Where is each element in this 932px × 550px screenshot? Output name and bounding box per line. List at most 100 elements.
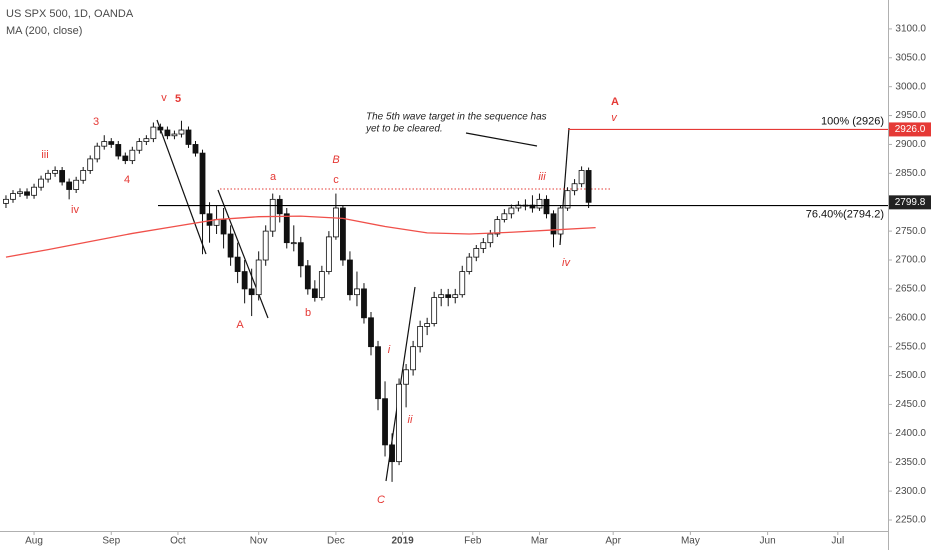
wave-label: C [377,494,385,506]
trend-line [156,119,207,255]
candle-body [431,297,438,324]
x-tick-label: Feb [464,536,482,547]
candle-body [347,259,353,296]
candle-body [368,317,374,348]
candle-body [52,170,59,174]
fib-level-label: 100% (2926) [821,115,884,127]
candle-body [283,213,290,244]
candle-body [66,181,73,190]
candle-body [480,242,487,249]
wave-label: i [388,344,391,356]
price-tag [889,122,931,137]
candle-body [354,288,360,296]
candle-body [361,288,367,319]
candle-body [108,141,115,145]
wave-label: 3 [93,116,99,128]
candle-body [290,242,297,245]
annotation: yet to be cleared. [365,124,443,135]
candle-body [164,129,171,137]
price-tag-label: 2926.0 [895,124,926,135]
y-tick-label: 2700.0 [895,255,926,266]
candle-body [304,265,311,290]
candle-body [424,323,431,327]
candle-body [38,178,44,188]
candle-body [501,213,508,220]
candle-body [585,170,592,203]
candle-body [459,271,466,296]
candle-body [410,346,417,371]
candle-body [143,138,150,142]
chart-title: US SPX 500, 1D, OANDA [6,8,134,20]
candle-body [508,207,515,215]
candle-body [185,129,192,145]
y-tick-label: 2950.0 [895,110,926,121]
candle-body [178,129,185,135]
wave-label: b [305,307,311,319]
candle-body [318,271,325,298]
x-tick-label: Jun [760,536,776,547]
annotation: The 5th wave target in the sequence has [366,112,547,123]
candle-body [487,233,494,244]
candle-body [136,141,143,151]
candle-body [557,207,564,235]
candle-body [31,186,37,196]
candle-body [157,126,164,131]
y-tick-label: 2900.0 [895,139,926,150]
candle-body [403,369,409,385]
candle-body [375,346,381,400]
candle-body [564,190,571,209]
wave-label: A [611,96,619,108]
candle-body [438,294,445,298]
candle-body [396,383,402,463]
candle-body [115,144,122,157]
candle-body [248,288,255,296]
x-tick-label: May [681,536,700,547]
candle-body [255,259,262,296]
candle-body [332,207,339,238]
y-tick-label: 2850.0 [895,168,926,179]
x-tick-label: Apr [605,536,621,547]
x-tick-label: 2019 [391,536,414,547]
candle-body [262,230,269,261]
y-tick-label: 2300.0 [895,486,926,497]
wave-label: iii [538,171,546,183]
candle-body [466,256,473,272]
wave-label: iv [562,257,571,269]
wave-label: iii [41,149,48,161]
candle-body [417,326,424,348]
candle-body [325,236,332,272]
candle-body [578,170,585,185]
candle-body [311,288,318,298]
candle-body [543,198,550,215]
y-tick-label: 2400.0 [895,428,926,439]
candle-body [10,193,16,200]
candle-body [129,149,136,162]
y-tick-label: 3100.0 [895,24,926,35]
wave-label: 5 [175,93,181,105]
candle-body [94,145,101,160]
candle-body [17,191,23,194]
candle-body [80,170,87,181]
last-price-tag [889,195,931,210]
y-tick-label: 2450.0 [895,399,926,410]
wave-label: A [236,319,244,331]
wave-label: 4 [124,174,130,186]
wave-label: a [270,171,277,183]
candle-body [234,256,241,272]
y-tick-label: 3000.0 [895,81,926,92]
x-tick-label: Sep [102,536,120,547]
trend-line [217,189,269,319]
candle-body [571,183,578,192]
candle-body [171,133,178,137]
candle-body [192,144,199,154]
y-tick-label: 2350.0 [895,457,926,468]
candle-body [87,158,94,171]
fib-level-label: 76.40%(2794.2) [806,208,884,220]
candle-body [59,170,66,183]
candle-body [122,155,129,162]
candle-body [101,141,108,147]
candle-body [45,172,51,180]
y-tick-label: 2500.0 [895,370,926,381]
wave-label: v [161,92,167,104]
